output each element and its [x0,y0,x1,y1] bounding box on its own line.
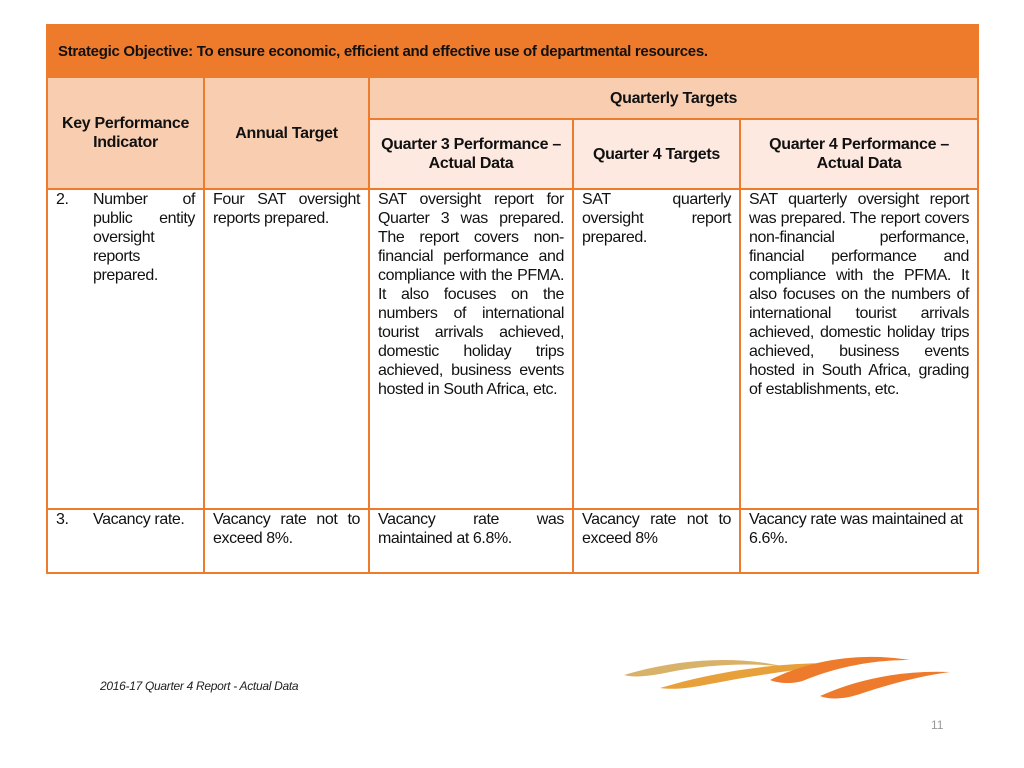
annual-target-cell: Four SAT oversight reports prepared. [203,188,370,510]
annual-target-cell: Vacancy rate not to exceed 8%. [203,508,370,574]
report-label: 2016-17 Quarter 4 Report - Actual Data [100,679,299,693]
quarterly-targets-header: Quarterly Targets [367,76,980,120]
q4-targets-header: Quarter 4 Targets [572,118,741,190]
kpi-cell: 2. Number of public entity oversight rep… [46,188,205,510]
q3-performance-cell: Vacancy rate was maintained at 6.8%. [368,508,574,574]
q4-performance-cell: Vacancy rate was maintained at 6.6%. [738,508,980,574]
table-row: 2. Number of public entity oversight rep… [46,188,980,510]
swoosh-logo-icon [624,656,950,699]
kpi-cell: 3. Vacancy rate. [46,508,205,574]
row-number: 2. [56,191,69,208]
q4-performance-cell: SAT quarterly oversight report was prepa… [738,188,980,510]
q4-targets-cell: Vacancy rate not to exceed 8% [572,508,741,574]
kpi-text: Number of public entity oversight report… [93,191,195,284]
q4-performance-header: Quarter 4 Performance – Actual Data [738,118,980,190]
row-number: 3. [56,511,69,528]
q3-performance-header: Quarter 3 Performance – Actual Data [368,118,574,190]
performance-table: Strategic Objective: To ensure economic,… [45,24,980,574]
kpi-text: Vacancy rate. [93,511,185,528]
table-row: 3. Vacancy rate. Vacancy rate not to exc… [46,508,980,574]
q3-performance-cell: SAT oversight report for Quarter 3 was p… [368,188,574,510]
kpi-header: Key Performance Indicator [46,76,205,190]
strategic-objective: Strategic Objective: To ensure economic,… [45,24,980,78]
objective-row: Strategic Objective: To ensure economic,… [45,24,980,78]
header-row: Key Performance Indicator Annual Target … [46,76,980,190]
q4-targets-cell: SAT quarterly oversight report prepared. [572,188,741,510]
annual-target-header: Annual Target [203,76,370,190]
page-number: 11 [931,718,944,732]
subheader-row: Quarter 3 Performance – Actual Data Quar… [47,118,980,190]
